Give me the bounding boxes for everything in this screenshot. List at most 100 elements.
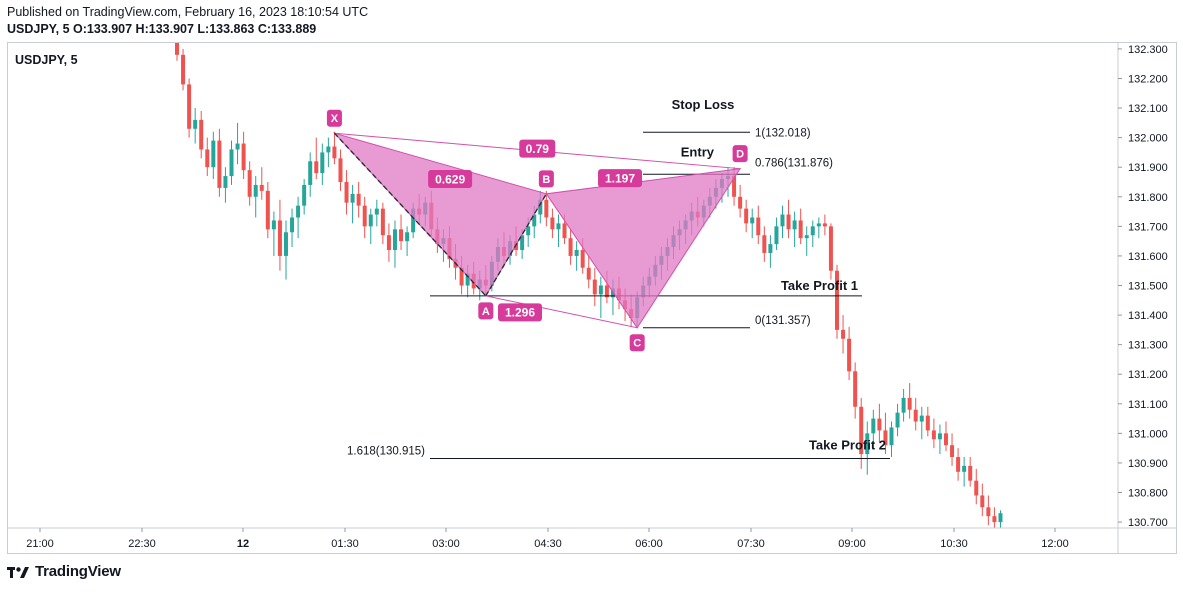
candle-body: [744, 208, 749, 224]
point-badge-c-bg: [629, 334, 645, 352]
x-tick-label: 09:00: [838, 538, 866, 550]
footer-brand: TradingView: [7, 563, 121, 580]
candle-body: [205, 149, 210, 168]
level-1618-label: 1.618(130.915): [347, 446, 425, 458]
candle-body: [919, 415, 924, 422]
candle: [871, 409, 876, 449]
y-tick-label: 131.600: [1128, 251, 1168, 263]
candle-body: [193, 119, 198, 129]
candle: [883, 412, 888, 455]
candle: [780, 205, 785, 239]
candle-body: [211, 140, 216, 168]
candle-body: [768, 244, 773, 253]
candle: [550, 208, 555, 239]
x-tick-label: 21:00: [26, 538, 54, 550]
candle-body: [786, 214, 791, 230]
xa-dashed: [333, 132, 487, 297]
point-badge-a-bg: [478, 302, 494, 320]
level-0-label: 0(131.357): [755, 315, 811, 327]
candle-body: [374, 208, 379, 215]
candle-body: [562, 223, 567, 239]
candle: [217, 128, 222, 197]
candle: [962, 457, 967, 487]
candle-body: [792, 220, 797, 230]
y-tick-label: 130.700: [1128, 517, 1168, 529]
point-badge-b-text: B: [542, 174, 550, 186]
candle: [798, 208, 803, 245]
candle-body: [992, 516, 997, 523]
candle: [598, 276, 603, 319]
candle-body: [865, 433, 870, 455]
x-tick-label: 04:30: [534, 538, 562, 550]
candle: [980, 483, 985, 517]
candle-body: [405, 232, 410, 242]
candle: [931, 418, 936, 449]
candle-body: [277, 220, 282, 256]
candle: [193, 108, 198, 144]
y-tick-label: 132.200: [1128, 73, 1168, 85]
point-badge-c: C: [629, 334, 645, 352]
candle-body: [828, 226, 833, 271]
candle: [895, 403, 900, 437]
ab-dashed: [485, 193, 547, 297]
candle: [804, 226, 809, 256]
harmonic-pattern-layer: X A B C D 0.629 0.79 1.197 1.296: [326, 109, 748, 352]
candle-body: [931, 430, 936, 440]
candle-body: [229, 149, 234, 177]
candle: [259, 167, 264, 200]
candle: [586, 255, 591, 289]
candle-body: [925, 415, 930, 431]
candle: [841, 315, 846, 354]
candle-body: [804, 235, 809, 239]
candle-body: [756, 217, 761, 236]
candle-body: [380, 208, 385, 236]
candle-body: [308, 161, 313, 185]
take-profit-1-label: Take Profit 1: [781, 278, 858, 293]
candle-body: [223, 176, 228, 188]
candle: [913, 397, 918, 431]
candle: [362, 196, 367, 239]
candle-body: [841, 329, 846, 339]
chart-frame: [7, 42, 1177, 554]
x-tick-label: 07:30: [737, 538, 765, 550]
candle: [392, 220, 397, 268]
candle: [374, 199, 379, 227]
candle: [925, 406, 930, 437]
x-tick-label: 12: [237, 538, 249, 550]
candle-body: [187, 84, 192, 129]
candle-body: [344, 181, 349, 203]
ac-line: [485, 295, 638, 329]
candle-body: [217, 140, 222, 188]
candle-body: [980, 495, 985, 508]
y-tick-label: 131.300: [1128, 340, 1168, 352]
candle: [187, 78, 192, 138]
candle: [326, 137, 331, 168]
candle: [247, 161, 252, 206]
candle: [968, 457, 973, 487]
candle-body: [762, 235, 767, 253]
candle-body: [853, 371, 858, 407]
candle: [544, 190, 549, 227]
candle: [271, 211, 276, 256]
published-line: Published on TradingView.com, February 1…: [7, 5, 369, 19]
candle: [205, 137, 210, 177]
candle: [568, 229, 573, 265]
candle-body: [968, 465, 973, 481]
ratio-badge-bcd: 1.197: [598, 169, 642, 188]
candle: [847, 326, 852, 381]
bcd-triangle: [545, 168, 742, 329]
candle: [877, 403, 882, 443]
candle-body: [859, 406, 864, 455]
candle-body: [411, 208, 416, 233]
candle: [822, 214, 827, 236]
candle-body: [598, 285, 603, 295]
candle-body: [296, 205, 301, 218]
candle: [744, 199, 749, 233]
candle-body: [774, 226, 779, 245]
candle: [386, 223, 391, 262]
candle-body: [913, 409, 918, 422]
candle: [229, 140, 234, 185]
candle: [277, 199, 282, 271]
candle: [302, 179, 307, 215]
